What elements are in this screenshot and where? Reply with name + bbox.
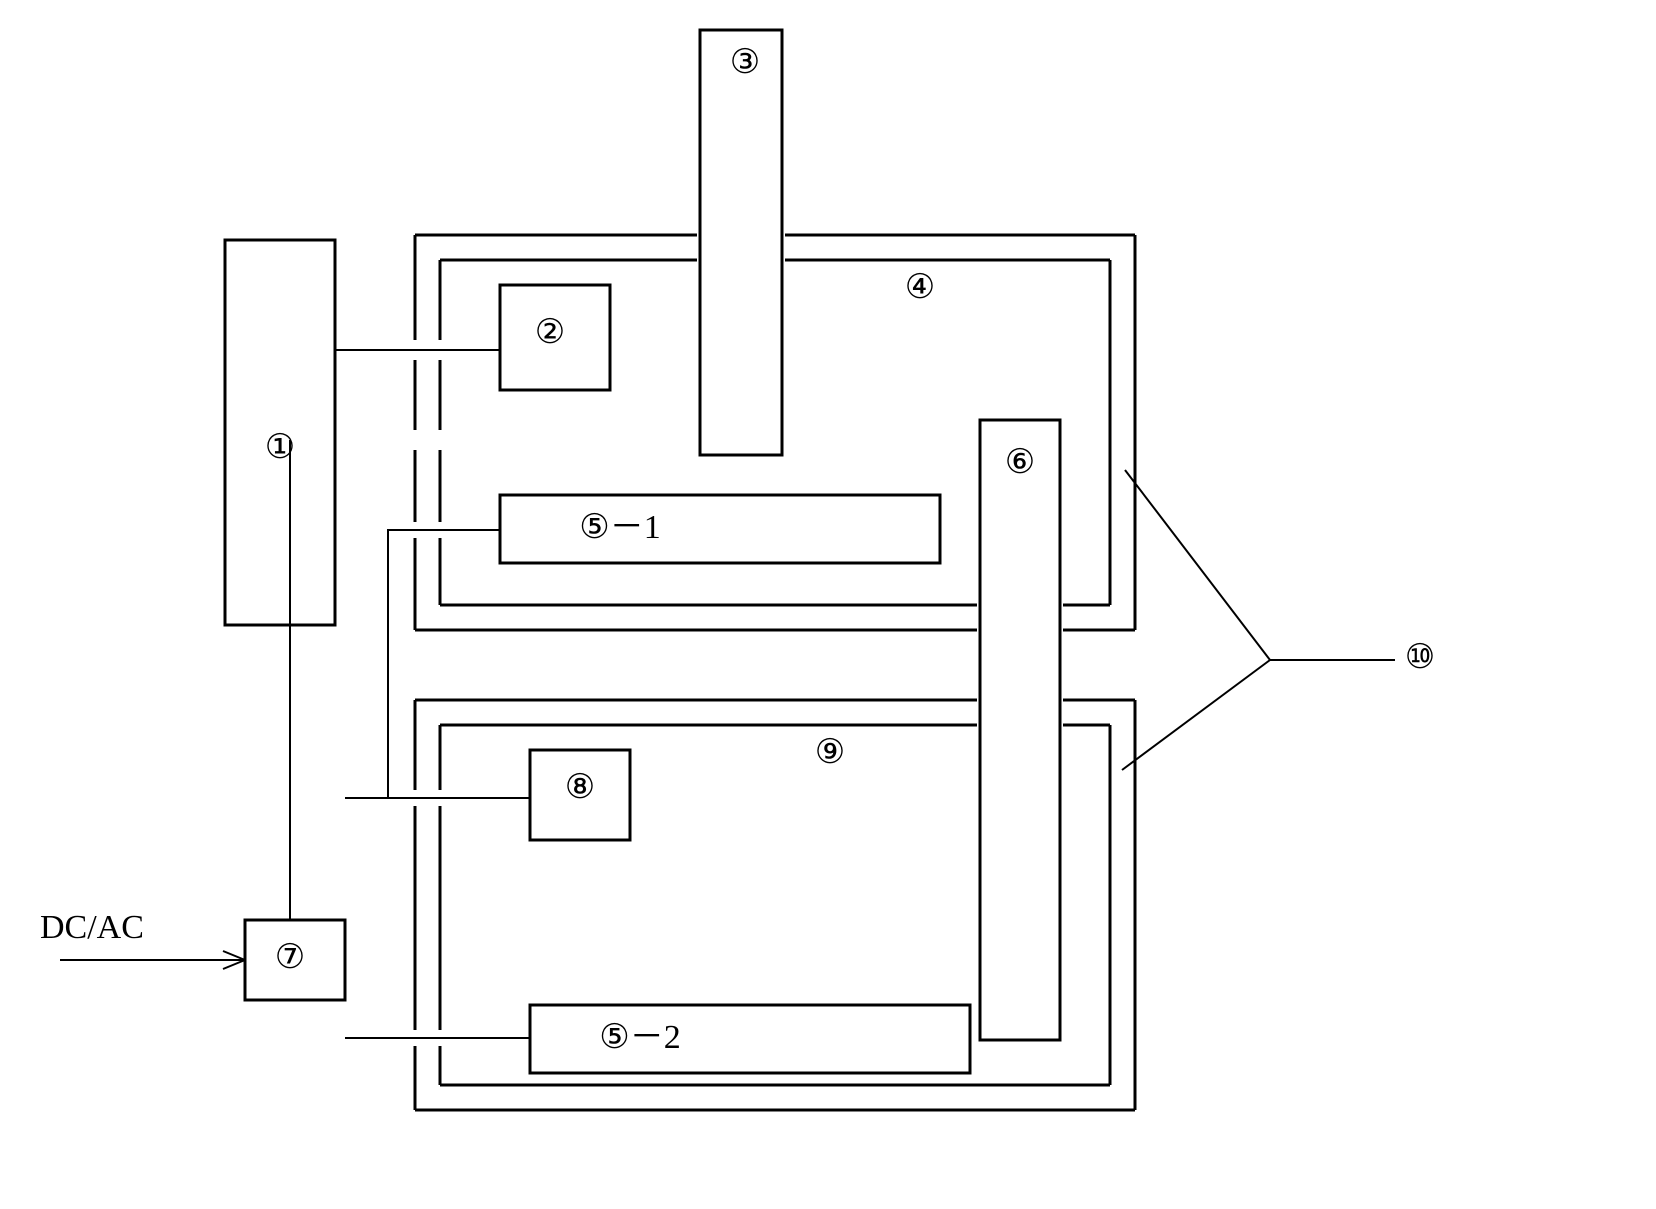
label-n4: ④ [905,269,935,306]
label-n1: ① [265,429,295,466]
lower-chamber-inner [440,725,1110,1085]
component-b5_1 [500,495,940,563]
wire-w_mid_to_51 [388,530,500,798]
lower-chamber-outer [415,700,1135,1110]
label-n3: ③ [730,44,760,81]
label-n10: ⑩ [1405,639,1435,676]
label-n6: ⑥ [1005,444,1035,481]
wire-w_10_dn [1122,660,1270,770]
component-b3 [700,30,782,455]
label-n2: ② [535,314,565,351]
label-n7: ⑦ [275,939,305,976]
label-n5_2: ⑤－2 [599,1019,680,1056]
upper-chamber-outer [415,235,1135,630]
label-n8: ⑧ [565,769,595,806]
wire-w_10_up [1125,470,1395,660]
label-dcac: DC/AC [40,909,144,946]
component-b5_2 [530,1005,970,1073]
label-n5_1: ⑤－1 [579,509,660,546]
label-n9: ⑨ [815,734,845,771]
component-b6 [980,420,1060,1040]
upper-chamber-inner [440,260,1110,605]
